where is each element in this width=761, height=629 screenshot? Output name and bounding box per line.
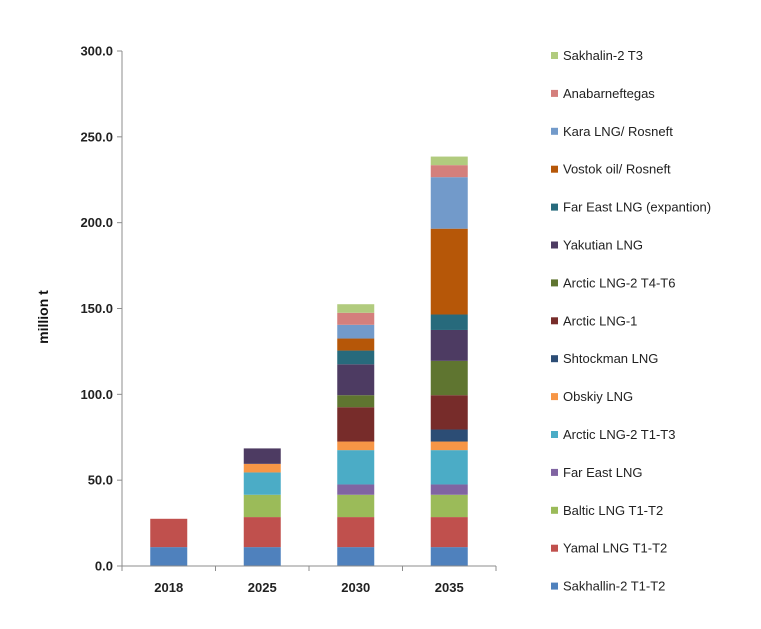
legend-item-sakhallin-2-t1-t2: Sakhallin-2 T1-T2 [551,579,665,594]
bar-sakhallin-2-t1-t2-2018 [150,547,188,566]
legend-swatch [551,544,558,552]
legend-swatch [551,582,558,590]
legend-label: Kara LNG/ Rosneft [563,124,673,139]
bar-shtockman-lng-2035 [430,429,468,442]
bar-kara-lng-rosneft-2030 [337,324,375,339]
legend-label: Sakhalin-2 T3 [563,48,643,63]
bar-arctic-lng-2-t1-t3-2030 [337,450,375,485]
bar-obskiy-lng-2035 [430,441,468,451]
legend-swatch [551,431,558,438]
legend-item-anabarneftegas: Anabarneftegas [551,86,655,101]
legend-item-far-east-lng-expantion: Far East LNG (expantion) [551,200,711,215]
legend-label: Arctic LNG-1 [563,313,637,328]
bar-arctic-lng-2-t4-t6-2035 [430,360,468,396]
bar-anabarneftegas-2035 [430,165,468,178]
y-tick-label: 150.0 [80,301,113,316]
legend-swatch [551,393,558,401]
bar-arctic-lng-1-2030 [337,407,375,442]
bar-arctic-lng-2-t1-t3-2025 [243,472,281,495]
x-tick-label: 2030 [341,580,370,595]
legend-swatch [551,165,558,173]
plot-area [150,156,468,566]
legend-label: Sakhallin-2 T1-T2 [563,579,665,594]
bar-anabarneftegas-2030 [337,312,375,325]
y-tick-label: 300.0 [80,44,113,59]
bar-baltic-lng-t1-t2-2025 [243,494,281,518]
legend-swatch [551,279,558,287]
legend-label: Baltic LNG T1-T2 [563,503,663,518]
legend-swatch [551,241,558,249]
legend-swatch [551,89,558,97]
legend-item-arctic-lng-1: Arctic LNG-1 [551,313,637,328]
legend-item-vostok-oil-rosneft: Vostok oil/ Rosneft [551,162,671,177]
legend-label: Vostok oil/ Rosneft [563,162,671,177]
legend-label: Anabarneftegas [563,86,655,101]
bar-yamal-lng-t1-t2-2035 [430,517,468,548]
bar-sakhallin-2-t1-t2-2025 [243,547,281,566]
bar-far-east-lng-2030 [337,484,375,495]
y-tick-label: 200.0 [80,215,113,230]
legend-item-kara-lng-rosneft: Kara LNG/ Rosneft [551,124,673,139]
legend-swatch [551,317,558,325]
legend-label: Shtockman LNG [563,351,658,366]
y-tick-label: 50.0 [88,473,113,488]
bar-arctic-lng-2-t1-t3-2035 [430,450,468,485]
legend-swatch [551,127,558,135]
legend-swatch [551,355,558,363]
bar-sakhallin-2-t1-t2-2030 [337,547,375,566]
x-tick-label: 2035 [435,580,464,595]
bar-sakhalin-2-t3-2030 [337,304,375,313]
bar-vostok-oil-rosneft-2035 [430,228,468,315]
axes: 0.0 50.0 100.0 150.0 200.0 250.0 300.0 2018 2025… [35,44,497,595]
bar-obskiy-lng-2025 [243,463,281,473]
legend-item-shtockman-lng: Shtockman LNG [551,351,658,366]
x-tick-label: 2018 [154,580,183,595]
bar-yamal-lng-t1-t2-2030 [337,517,375,548]
y-axis-label: million t [35,290,51,344]
bar-obskiy-lng-2030 [337,441,375,451]
legend-item-arctic-lng-2-t4-t6: Arctic LNG-2 T4-T6 [551,275,675,290]
legend-item-yakutian-lng: Yakutian LNG [551,238,643,253]
legend-swatch [551,203,558,211]
bar-far-east-lng-expantion-2035 [430,314,468,330]
legend-swatch [551,52,558,59]
legend-swatch [551,468,558,476]
legend-swatch [551,506,558,514]
legend-label: Arctic LNG-2 T4-T6 [563,275,675,290]
bar-far-east-lng-2035 [430,484,468,495]
y-tick-label: 250.0 [80,129,113,144]
bar-kara-lng-rosneft-2035 [430,177,468,229]
bar-yakutian-lng-2025 [243,448,281,464]
bar-yamal-lng-t1-t2-2018 [150,518,188,548]
x-tick-label: 2025 [248,580,277,595]
bar-yakutian-lng-2035 [430,329,468,361]
legend-item-baltic-lng-t1-t2: Baltic LNG T1-T2 [551,503,663,518]
bar-sakhalin-2-t3-2035 [430,156,468,166]
legend-item-far-east-lng: Far East LNG [551,465,642,480]
y-tick-label: 0.0 [95,559,113,574]
bar-baltic-lng-t1-t2-2030 [337,494,375,518]
bar-vostok-oil-rosneft-2030 [337,338,375,351]
legend-label: Far East LNG [563,465,642,480]
bar-arctic-lng-2-t4-t6-2030 [337,395,375,408]
legend-item-arctic-lng-2-t1-t3: Arctic LNG-2 T1-T3 [551,427,675,442]
legend-label: Arctic LNG-2 T1-T3 [563,427,675,442]
legend-label: Far East LNG (expantion) [563,200,711,215]
y-tick-label: 100.0 [80,387,113,402]
legend-label: Yamal LNG T1-T2 [563,541,667,556]
legend-item-obskiy-lng: Obskiy LNG [551,389,633,404]
bar-yakutian-lng-2030 [337,364,375,396]
bar-far-east-lng-expantion-2030 [337,350,375,365]
bar-arctic-lng-1-2035 [430,395,468,430]
legend-label: Obskiy LNG [563,389,633,404]
legend: Sakhalin-2 T3 Anabarneftegas Kara LNG/ Ros… [551,48,711,594]
bar-yamal-lng-t1-t2-2025 [243,517,281,548]
legend-item-sakhalin-2-t3: Sakhalin-2 T3 [551,48,643,63]
legend-label: Yakutian LNG [563,238,643,253]
legend-item-yamal-lng-t1-t2: Yamal LNG T1-T2 [551,541,667,556]
bar-sakhallin-2-t1-t2-2035 [430,547,468,566]
bar-baltic-lng-t1-t2-2035 [430,494,468,518]
